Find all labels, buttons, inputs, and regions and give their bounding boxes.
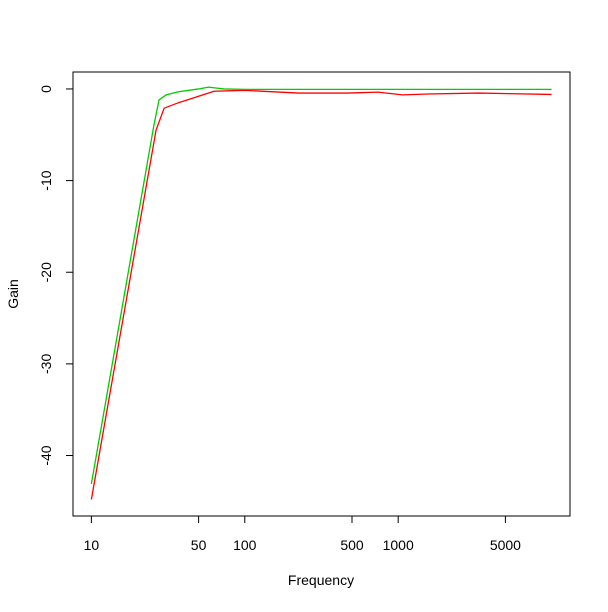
x-axis-label: Frequency bbox=[288, 572, 354, 588]
plot-frame bbox=[72, 71, 571, 517]
y-tick-label: -10 bbox=[38, 170, 54, 190]
x-tick-label: 10 bbox=[84, 537, 100, 553]
x-tick-label: 5000 bbox=[490, 537, 521, 553]
x-tick-label: 50 bbox=[191, 537, 207, 553]
x-tick-label: 1000 bbox=[383, 537, 414, 553]
x-tick-label: 500 bbox=[340, 537, 364, 553]
y-tick-label: -20 bbox=[38, 262, 54, 282]
y-tick-label: -30 bbox=[38, 354, 54, 374]
x-tick-label: 100 bbox=[233, 537, 257, 553]
y-tick-label: -40 bbox=[38, 445, 54, 465]
y-tick-label: 0 bbox=[38, 85, 54, 93]
y-axis-label: Gain bbox=[5, 279, 21, 309]
series-line bbox=[90, 89, 552, 500]
series-line bbox=[90, 86, 552, 485]
